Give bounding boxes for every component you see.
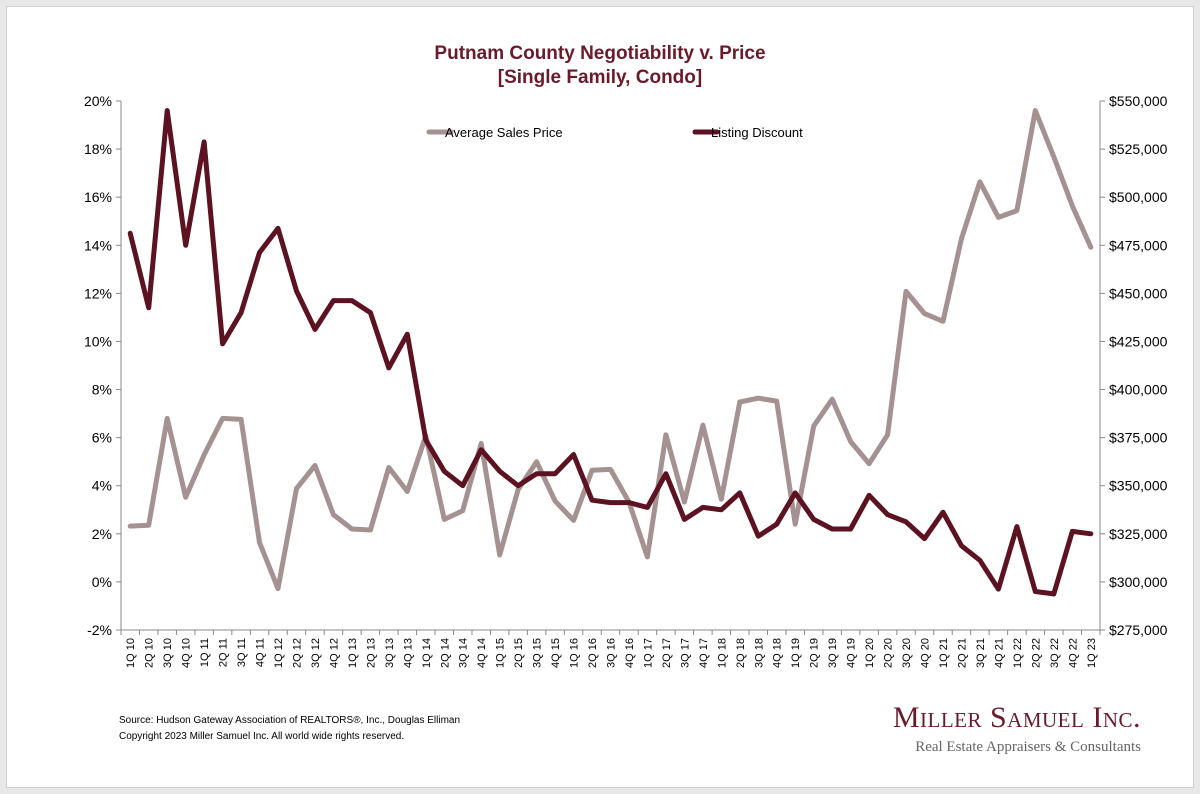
x-tick-label: 1Q 22 [1012, 638, 1024, 668]
x-tick-label: 1Q 23 [1086, 638, 1098, 668]
x-tick-label: 2Q 16 [587, 638, 599, 668]
series-line-listing-discount [127, 108, 1094, 597]
right-tick-label: $275,000 [1109, 622, 1168, 638]
x-tick-label: 4Q 12 [328, 638, 340, 668]
x-tick-label: 4Q 17 [698, 638, 710, 668]
x-tick-label: 4Q 21 [993, 638, 1005, 668]
x-tick-label: 3Q 20 [901, 638, 913, 668]
left-tick-label: 16% [84, 189, 112, 205]
left-tick-label: 18% [84, 141, 112, 157]
x-tick-label: 3Q 22 [1049, 638, 1061, 668]
x-tick-label: 3Q 11 [236, 638, 248, 667]
x-tick-label: 3Q 19 [827, 638, 839, 668]
chart-title: Putnam County Negotiability v. Price [434, 43, 766, 64]
x-tick-label: 4Q 11 [255, 638, 267, 667]
left-tick-label: 12% [84, 285, 112, 301]
left-tick-label: 8% [92, 382, 112, 398]
chart-subtitle: [Single Family, Condo] [497, 67, 703, 88]
left-tick-label: 20% [84, 93, 112, 109]
x-tick-label: 4Q 19 [846, 638, 858, 668]
x-tick-label: 4Q 16 [624, 638, 636, 668]
x-tick-label: 1Q 13 [347, 638, 359, 668]
x-tick-label: 4Q 15 [550, 638, 562, 668]
x-tick-label: 1Q 18 [716, 638, 728, 668]
x-tick-label: 2Q 18 [735, 638, 747, 668]
chart-frame: Putnam County Negotiability v. Price [Si… [6, 6, 1194, 788]
left-tick-label: 4% [92, 478, 112, 494]
x-tick-label: 4Q 14 [476, 638, 488, 668]
x-tick-label: 1Q 14 [421, 638, 433, 668]
right-tick-label: $375,000 [1109, 430, 1168, 446]
x-tick-label: 1Q 16 [569, 638, 581, 668]
right-tick-label: $400,000 [1109, 382, 1168, 398]
left-tick-label: 0% [92, 574, 112, 590]
source-note: Source: Hudson Gateway Association of RE… [119, 715, 461, 726]
line-chart: -2% 0% 2% 4% 6% 8% 10% 12% 14% 16% 18% 20% $275,000 $… [84, 93, 1168, 668]
legend-listing-discount-label: Listing Discount [711, 125, 803, 140]
right-tick-label: $500,000 [1109, 189, 1168, 205]
x-tick-label: 4Q 20 [920, 638, 932, 668]
x-tick-label: 2Q 17 [661, 638, 673, 668]
right-tick-label: $450,000 [1109, 285, 1168, 301]
x-tick-label: 1Q 21 [938, 638, 950, 668]
x-tick-label: 1Q 12 [273, 638, 285, 668]
right-tick-label: $550,000 [1109, 93, 1168, 109]
right-tick-label: $300,000 [1109, 574, 1168, 590]
right-tick-label: $475,000 [1109, 237, 1168, 253]
x-tick-label: 4Q 22 [1067, 638, 1079, 668]
right-tick-label: $425,000 [1109, 333, 1168, 349]
left-tick-label: 10% [84, 333, 112, 349]
left-tick-label: 14% [84, 237, 112, 253]
legend-average-sales-price-label: Average Sales Price [445, 125, 563, 140]
brand-tagline: Real Estate Appraisers & Consultants [915, 739, 1141, 755]
x-tick-label: 4Q 18 [772, 638, 784, 668]
x-tick-label: 3Q 17 [679, 638, 691, 668]
right-tick-label: $525,000 [1109, 141, 1168, 157]
x-tick-label: 2Q 22 [1030, 638, 1042, 668]
x-tick-label: 3Q 21 [975, 638, 987, 668]
copyright-note: Copyright 2023 Miller Samuel Inc. All wo… [119, 731, 405, 742]
x-tick-label: 1Q 19 [790, 638, 802, 668]
x-tick-label: 1Q 20 [864, 638, 876, 668]
x-tick-label: 2Q 12 [291, 638, 303, 668]
x-tick-label: 2Q 20 [883, 638, 895, 668]
x-tick-label: 3Q 10 [162, 638, 174, 668]
x-tick-label: 2Q 19 [809, 638, 821, 668]
x-tick-label: 3Q 14 [458, 638, 470, 668]
x-tick-label: 3Q 13 [384, 638, 396, 668]
left-tick-label: 6% [92, 430, 112, 446]
right-tick-label: $350,000 [1109, 478, 1168, 494]
x-tick-label: 3Q 12 [310, 638, 322, 668]
x-tick-label: 2Q 13 [365, 638, 377, 668]
left-tick-label: -2% [87, 622, 112, 638]
x-tick-label: 2Q 14 [439, 638, 451, 668]
x-tick-label: 1Q 15 [495, 638, 507, 668]
series-line-average-sales-price [127, 108, 1094, 592]
x-tick-label: 1Q 10 [125, 638, 137, 668]
x-tick-label: 3Q 15 [532, 638, 544, 668]
x-tick-label: 4Q 13 [402, 638, 414, 668]
x-tick-label: 3Q 18 [753, 638, 765, 668]
x-tick-label: 3Q 16 [606, 638, 618, 668]
x-tick-label: 1Q 11 [199, 638, 211, 667]
x-tick-label: 4Q 10 [181, 638, 193, 668]
x-tick-label: 2Q 11 [218, 638, 230, 667]
x-tick-label: 2Q 21 [956, 638, 968, 668]
left-tick-label: 2% [92, 526, 112, 542]
brand-logo-name: Miller Samuel Inc. [892, 701, 1141, 734]
x-tick-label: 2Q 15 [513, 638, 525, 668]
x-tick-label: 2Q 10 [144, 638, 156, 668]
x-tick-label: 1Q 17 [642, 638, 654, 668]
right-tick-label: $325,000 [1109, 526, 1168, 542]
